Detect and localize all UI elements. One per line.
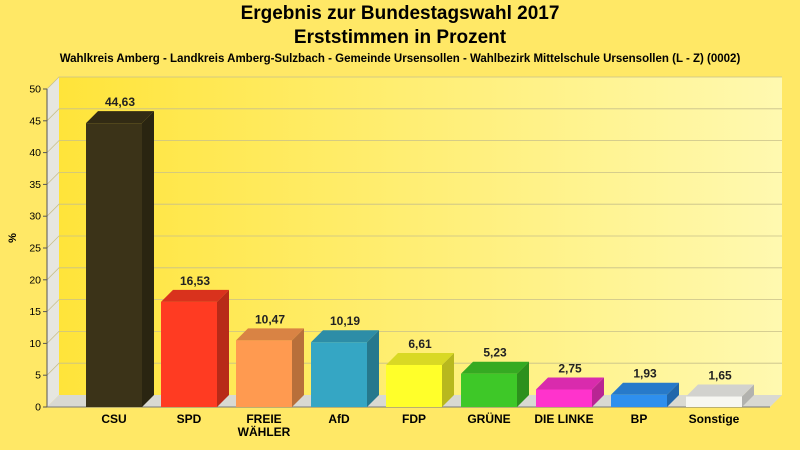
data-label: 1,65 (708, 369, 732, 383)
bar-top (536, 377, 604, 390)
y-tick-label: 10 (29, 338, 41, 350)
x-tick-label: AfD (328, 412, 350, 426)
y-tick-label: 15 (29, 306, 41, 318)
bar-top (686, 384, 754, 397)
x-tick-label: GRÜNE (467, 411, 510, 426)
x-tick-label: SPD (177, 412, 202, 426)
bar-side (217, 289, 229, 407)
chart-subtitle: Wahlkreis Amberg - Landkreis Amberg-Sulz… (59, 53, 741, 65)
bar-side (667, 382, 679, 407)
bar-side (367, 330, 379, 407)
bar (86, 123, 142, 407)
bar-top (86, 111, 154, 124)
bar-top (311, 330, 379, 343)
gridline (46, 267, 782, 281)
x-tick-label: BP (631, 412, 648, 426)
y-tick-label: 0 (35, 402, 41, 414)
gridline (46, 299, 782, 312)
x-tick-label: WÄHLER (238, 424, 291, 439)
gridline (46, 330, 782, 344)
gridline (46, 235, 782, 249)
bar-side (442, 352, 454, 407)
data-label: 6,61 (408, 337, 432, 351)
bar (536, 389, 592, 407)
data-label: 5,23 (483, 346, 507, 360)
x-tick-label: Sonstige (689, 412, 740, 426)
bar-top (386, 352, 454, 365)
bar (236, 340, 292, 407)
bar-top (236, 328, 304, 341)
gridline (46, 108, 782, 122)
x-tick-label: DIE LINKE (534, 412, 593, 426)
y-tick-label: 25 (29, 243, 41, 255)
gridline (46, 362, 782, 376)
y-tick-label: 30 (29, 211, 41, 223)
gridline (46, 76, 782, 90)
data-label: 44,63 (105, 95, 135, 109)
bar (161, 301, 217, 407)
chart-title-line2: Erststimmen in Prozent (293, 27, 507, 48)
data-label: 16,53 (180, 274, 210, 288)
y-tick-label: 50 (29, 84, 41, 96)
bar (311, 342, 367, 407)
y-tick-label: 20 (29, 274, 41, 286)
data-label: 10,19 (330, 314, 360, 328)
chart-title: Ergebnis zur Bundestagswahl 2017 (240, 3, 560, 24)
bar-side (292, 328, 304, 407)
bar-top (611, 382, 679, 395)
bar-top (461, 361, 529, 374)
bar-side (592, 377, 604, 407)
bar-side (742, 384, 754, 407)
y-tick-label: 35 (29, 179, 41, 191)
data-label: 10,47 (255, 312, 285, 326)
gridline (46, 140, 782, 153)
y-tick-label: 5 (35, 370, 41, 382)
bar (686, 396, 742, 407)
x-tick-label: FREIE (246, 412, 281, 426)
gridline (46, 171, 782, 185)
bar-side (517, 361, 529, 407)
bar (386, 364, 442, 407)
y-tick-label: 45 (29, 115, 41, 127)
data-label: 2,75 (558, 362, 582, 376)
bar (611, 394, 667, 407)
bar-side (142, 111, 154, 407)
y-tick-label: 40 (29, 147, 41, 159)
x-tick-label: FDP (402, 412, 426, 426)
x-tick-label: CSU (101, 412, 126, 426)
data-label: 1,93 (633, 367, 657, 381)
gridline (46, 203, 782, 217)
bar (461, 373, 517, 407)
bar-top (161, 289, 229, 302)
